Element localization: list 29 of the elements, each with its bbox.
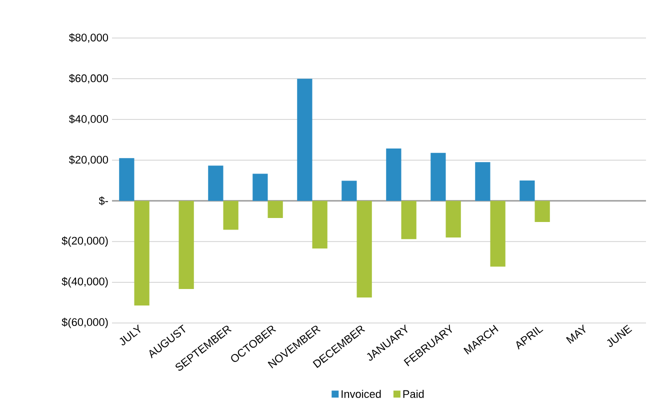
bar <box>386 148 402 201</box>
y-tick-label: $(60,000) <box>62 318 108 328</box>
bar <box>490 200 506 267</box>
bar <box>223 200 238 230</box>
bar <box>520 180 535 201</box>
bar <box>252 174 268 201</box>
bar <box>119 158 134 201</box>
bar <box>356 200 372 298</box>
y-tick-label: $(40,000) <box>62 277 108 288</box>
y-tick-label: $60,000 <box>68 74 108 84</box>
bar <box>475 162 490 201</box>
y-tick-label: $40,000 <box>68 114 108 124</box>
bar <box>312 200 328 248</box>
bar <box>134 200 150 306</box>
y-tick-label: $- <box>98 196 108 206</box>
bar <box>534 200 550 222</box>
bar <box>268 200 283 218</box>
y-tick-label: $80,000 <box>68 33 108 43</box>
bar <box>401 200 416 240</box>
bar <box>208 166 224 201</box>
legend-label: Paid <box>403 390 424 398</box>
bar <box>430 152 446 201</box>
y-tick-label: $20,000 <box>68 155 108 165</box>
y-tick-label: $(20,000) <box>62 236 108 247</box>
bar <box>342 180 357 201</box>
bar <box>446 200 461 238</box>
bar <box>178 200 194 290</box>
bar <box>297 78 312 201</box>
legend-label: Invoiced <box>342 390 381 398</box>
